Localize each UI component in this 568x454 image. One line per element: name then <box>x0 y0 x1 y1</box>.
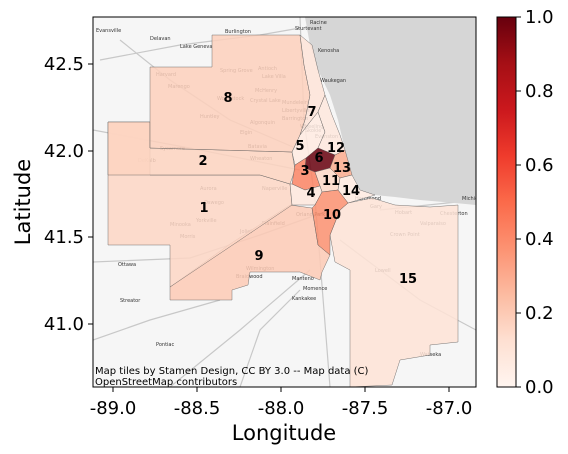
basemap-place-label: Evansville <box>96 28 121 34</box>
regions-layer <box>107 34 459 387</box>
y-tick-label: 41.0 <box>44 314 84 335</box>
region-label-7: 7 <box>307 105 316 120</box>
y-axis: 41.0 41.5 42.0 42.5 Latitude <box>11 54 93 335</box>
basemap-place-label: Watseka <box>420 352 441 358</box>
basemap-place-label: Manteno <box>292 276 314 282</box>
region-label-3: 3 <box>300 164 309 179</box>
region-label-2: 2 <box>198 154 207 169</box>
basemap-place-label: Lake Geneva <box>180 44 212 50</box>
x-tick-label: -89.0 <box>90 398 137 419</box>
x-tick-label: -88.5 <box>174 398 221 419</box>
region-10[interactable] <box>311 189 349 256</box>
region-label-8: 8 <box>223 91 232 106</box>
x-tick-label: -88.0 <box>258 398 305 419</box>
colorbar-tick-label: 0.4 <box>525 229 554 250</box>
basemap-place-label: Streator <box>120 298 141 304</box>
region-9[interactable] <box>169 204 331 301</box>
basemap-place-label: Waukegan <box>320 78 346 84</box>
colorbar-tick-label: 0.6 <box>525 155 554 176</box>
region-4[interactable] <box>289 183 323 206</box>
basemap-place-label: Momence <box>303 286 327 292</box>
colorbar-gradient <box>496 16 517 388</box>
region-labels: 1 2 3 4 5 6 7 8 9 10 11 12 13 14 15 <box>198 91 417 287</box>
region-label-9: 9 <box>254 249 263 264</box>
region-label-15: 15 <box>399 272 417 287</box>
basemap-place-label: Delavan <box>150 36 171 42</box>
x-tick-label: -87.5 <box>342 398 389 419</box>
colorbar-tick-label: 0.2 <box>525 303 554 324</box>
basemap-place-label: Ottawa <box>118 262 136 268</box>
basemap-place-label: Sturtevant <box>295 26 322 32</box>
colorbar-tick-label: 0.8 <box>525 81 554 102</box>
x-axis-label: Longitude <box>232 421 336 445</box>
region-label-4: 4 <box>306 186 315 201</box>
region-label-6: 6 <box>314 151 323 166</box>
y-tick-label: 41.5 <box>44 227 84 248</box>
region-label-11: 11 <box>322 174 340 189</box>
colorbar-tick-label: 0.0 <box>525 377 554 398</box>
region-label-10: 10 <box>323 208 341 223</box>
region-label-1: 1 <box>199 201 208 216</box>
x-tick-label: -87.0 <box>426 398 473 419</box>
basemap-place-label: Kenosha <box>318 48 339 54</box>
attribution: Map tiles by Stamen Design, CC BY 3.0 --… <box>95 366 369 388</box>
region-label-12: 12 <box>327 141 345 156</box>
attribution-line-2: OpenStreetMap contributors <box>95 377 237 388</box>
y-axis-label: Latitude <box>11 159 35 245</box>
basemap-place-label: Pontiac <box>156 342 174 348</box>
region-label-13: 13 <box>333 161 351 176</box>
x-axis: -89.0 -88.5 -88.0 -87.5 -87.0 Longitude <box>90 387 473 445</box>
region-label-14: 14 <box>342 184 360 199</box>
region-label-5: 5 <box>295 139 304 154</box>
y-tick-label: 42.0 <box>44 141 84 162</box>
basemap-place-label: Racine <box>310 20 327 26</box>
axes-frame <box>92 16 477 388</box>
basemap-place-label: Kankakee <box>292 296 316 302</box>
colorbar-tick-label: 1.0 <box>525 7 554 28</box>
colorbar: 0.0 0.2 0.4 0.6 0.8 1.0 <box>496 7 554 398</box>
attribution-line-1: Map tiles by Stamen Design, CC BY 3.0 --… <box>95 366 369 377</box>
lake-michigan <box>305 17 476 205</box>
region-15[interactable] <box>329 197 459 387</box>
y-tick-label: 42.5 <box>44 54 84 75</box>
basemap-place-label: Michigan City <box>462 196 496 202</box>
basemap-place-label: Burlington <box>225 29 251 35</box>
